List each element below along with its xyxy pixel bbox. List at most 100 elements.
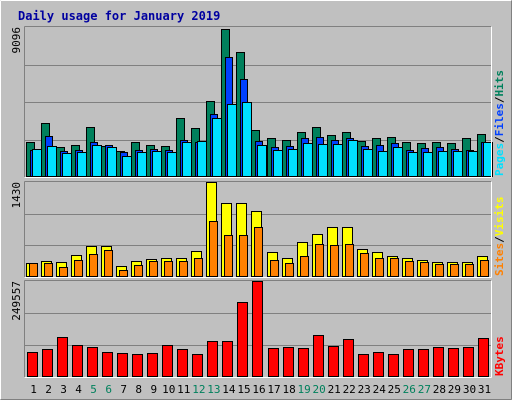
day-label-14: 14 [222, 383, 236, 396]
bar-kbytes-day-6 [102, 352, 113, 377]
day-label-29: 29 [448, 383, 461, 396]
bar-pages-day-30 [468, 151, 478, 177]
bar-sites-day-20 [315, 244, 324, 277]
bar-pages-day-4 [77, 152, 87, 177]
bar-pages-day-10 [167, 152, 177, 177]
bar-sites-day-17 [270, 260, 279, 277]
bar-kbytes-day-8 [132, 354, 143, 377]
legend-sep-3: / [493, 236, 506, 243]
bar-pages-day-24 [378, 151, 388, 177]
day-label-18: 18 [282, 383, 295, 396]
legend-sep-2: / [493, 96, 506, 103]
bar-kbytes-day-3 [57, 337, 68, 377]
bar-sites-day-14 [224, 235, 233, 277]
bar-kbytes-day-13 [207, 341, 218, 377]
day-label-8: 8 [135, 383, 142, 396]
bar-pages-day-7 [122, 156, 132, 177]
day-label-2: 2 [45, 383, 52, 396]
bar-sites-day-18 [285, 263, 294, 277]
bar-sites-day-30 [465, 264, 474, 277]
bar-sites-day-23 [360, 253, 369, 277]
x-axis-day-labels: 1 2 3 4 5 6 7 8 9 10 11 12 13 14 15 16 17 18 19 20 21 22 23 24 2… [30, 383, 491, 396]
bar-sites-day-2 [44, 263, 53, 277]
day-label-25: 25 [388, 383, 401, 396]
bar-sites-day-29 [450, 264, 459, 277]
day-label-17: 17 [267, 383, 280, 396]
bar-kbytes-day-15 [237, 302, 248, 377]
bar-sites-day-7 [119, 270, 128, 277]
bar-pages-day-19 [303, 143, 313, 177]
bar-kbytes-day-12 [192, 354, 203, 377]
day-label-23: 23 [358, 383, 371, 396]
bar-sites-day-1 [29, 263, 38, 277]
day-label-10: 10 [162, 383, 175, 396]
bar-pages-day-13 [212, 118, 222, 177]
bar-pages-day-28 [438, 151, 448, 177]
bar-sites-day-11 [179, 261, 188, 277]
day-label-15: 15 [237, 383, 250, 396]
bar-kbytes-day-21 [328, 346, 339, 377]
bar-sites-day-22 [345, 244, 354, 277]
bar-pages-day-14 [227, 104, 237, 177]
bar-pages-day-23 [363, 149, 373, 177]
bar-pages-day-11 [182, 142, 192, 177]
chart-title: Daily usage for January 2019 [18, 9, 220, 23]
bar-sites-day-9 [149, 261, 158, 277]
bar-pages-day-9 [152, 151, 162, 177]
day-label-4: 4 [75, 383, 82, 396]
bar-sites-day-8 [134, 265, 143, 277]
bar-pages-day-16 [257, 145, 267, 177]
day-label-11: 11 [177, 383, 190, 396]
bar-kbytes-day-29 [448, 348, 459, 377]
bar-kbytes-day-18 [283, 347, 294, 377]
bar-sites-day-12 [194, 258, 203, 277]
bar-sites-day-25 [390, 258, 399, 277]
bar-pages-day-29 [453, 151, 463, 177]
bar-pages-day-2 [47, 146, 57, 177]
bar-sites-day-26 [405, 261, 414, 277]
bar-pages-day-12 [197, 141, 207, 177]
day-label-1: 1 [30, 383, 37, 396]
bar-pages-day-8 [137, 152, 147, 177]
bar-sites-day-4 [74, 260, 83, 277]
bar-pages-day-27 [423, 152, 433, 177]
legend-hits: Hits [493, 70, 506, 97]
day-label-22: 22 [343, 383, 356, 396]
bar-kbytes-day-14 [222, 341, 233, 377]
bar-pages-day-15 [242, 102, 252, 177]
legend-sites-visits: Sites/Visits [493, 197, 506, 277]
day-label-21: 21 [328, 383, 341, 396]
bar-kbytes-day-5 [87, 347, 98, 377]
bar-kbytes-day-27 [418, 349, 429, 377]
legend-sep-1: / [493, 136, 506, 143]
bar-pages-day-5 [92, 145, 102, 177]
day-label-6: 6 [105, 383, 112, 396]
bar-sites-day-21 [330, 245, 339, 277]
bar-kbytes-day-16 [252, 281, 263, 377]
bar-sites-day-19 [300, 256, 309, 277]
bar-kbytes-day-4 [72, 345, 83, 377]
bar-kbytes-day-11 [177, 349, 188, 377]
day-label-28: 28 [433, 383, 446, 396]
bar-kbytes-day-19 [298, 348, 309, 377]
day-label-26: 26 [403, 383, 416, 396]
bar-sites-day-6 [104, 250, 113, 277]
bar-kbytes-day-30 [463, 347, 474, 377]
bar-kbytes-day-10 [162, 345, 173, 377]
bar-kbytes-day-17 [268, 348, 279, 377]
bar-pages-day-20 [318, 144, 328, 177]
legend-pages: Pages [493, 143, 506, 176]
bar-kbytes-day-23 [358, 354, 369, 377]
day-label-16: 16 [252, 383, 265, 396]
day-label-24: 24 [373, 383, 387, 396]
legend-kbytes: KBytes [493, 336, 506, 376]
day-label-12: 12 [192, 383, 205, 396]
bar-sites-day-5 [89, 254, 98, 277]
bar-pages-day-26 [408, 152, 418, 177]
bar-pages-day-31 [483, 142, 493, 177]
bar-pages-day-21 [333, 144, 343, 177]
bar-pages-day-25 [393, 147, 403, 177]
legend-sites: Sites [493, 243, 506, 276]
bar-pages-day-17 [273, 150, 283, 177]
